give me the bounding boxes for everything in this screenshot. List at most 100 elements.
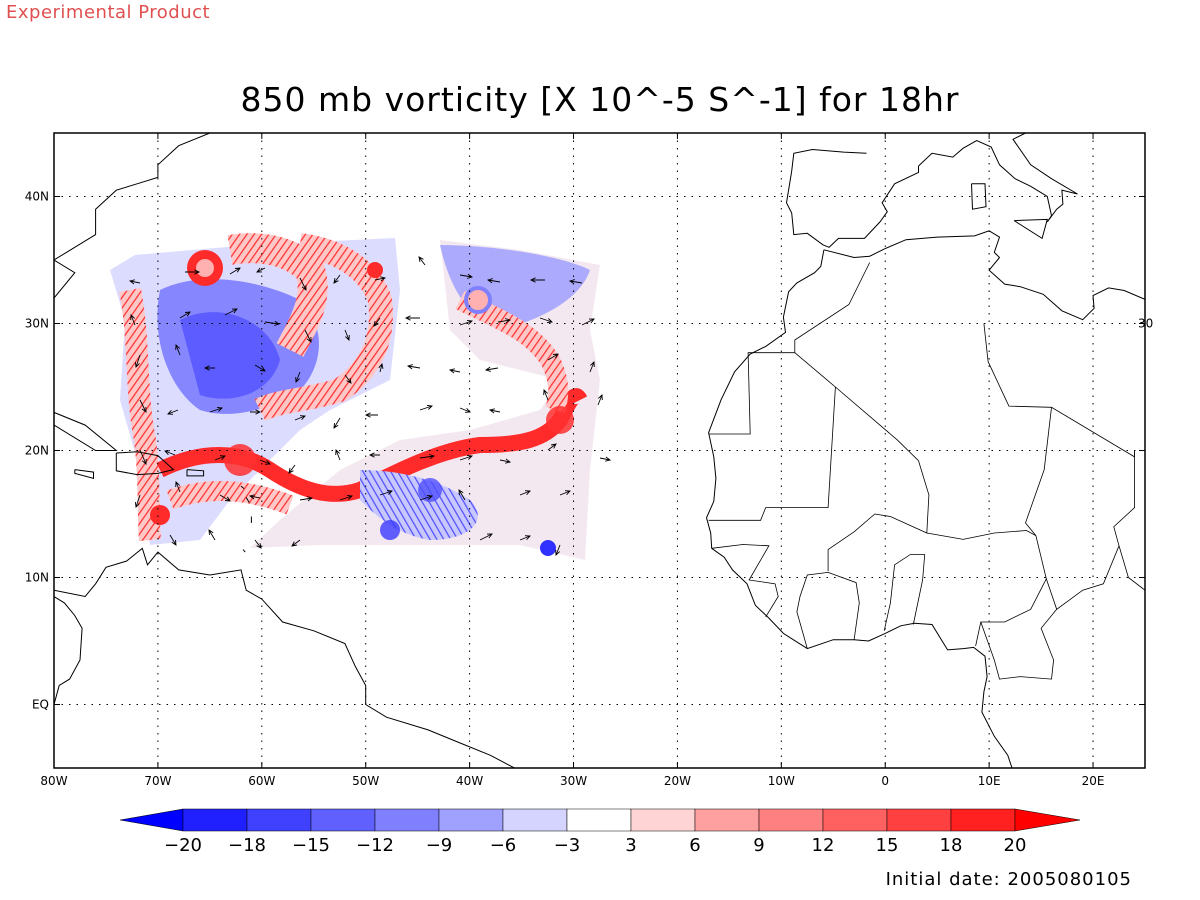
coastline [54, 547, 516, 768]
wind-arrow [459, 407, 471, 413]
colorbar-segment [822, 808, 888, 832]
coastline [823, 230, 1145, 321]
colorbar-segment [502, 808, 568, 832]
coastline [74, 469, 94, 480]
wind-arrow [169, 534, 177, 546]
country-border [794, 262, 871, 353]
wind-arrow [128, 279, 141, 285]
wind-arrow [344, 329, 350, 341]
wind-arrow [299, 496, 314, 502]
country-border [926, 530, 1047, 647]
country-border [711, 544, 779, 618]
coastline [791, 166, 919, 248]
wind-arrow [134, 494, 141, 508]
wind-arrow [134, 354, 141, 368]
coastline [54, 411, 118, 451]
lat-tick-label: 30N [25, 317, 49, 331]
lat-lon-gridlines [54, 133, 1145, 768]
wind-arrow [175, 481, 181, 493]
wind-arrow [208, 529, 216, 541]
coastline [186, 469, 205, 477]
colorbar-label: −20 [164, 835, 202, 856]
wind-arrow [419, 494, 433, 501]
country-border [1113, 450, 1145, 591]
coastline [240, 485, 245, 489]
wind-arrow [294, 415, 306, 421]
wind-arrow [248, 494, 261, 500]
coastline [54, 259, 76, 387]
colorbar-segment [438, 808, 504, 832]
colorbar-label: −15 [292, 835, 330, 856]
colorbar-segment [950, 808, 1016, 832]
country-border [1045, 545, 1120, 610]
lat-tick-label: 10N [25, 571, 49, 585]
wind-arrow [167, 409, 179, 415]
colorbar-segment [758, 808, 824, 832]
wind-arrow [264, 320, 281, 326]
coastline [199, 133, 242, 134]
coastline [971, 183, 987, 210]
wind-arrow [543, 389, 549, 401]
colorbar-label: −18 [228, 835, 266, 856]
wind-arrow [448, 368, 461, 374]
wind-arrow [373, 317, 381, 327]
colorbar-label: 18 [940, 835, 963, 856]
wind-arrow [229, 267, 241, 275]
wind-arrow [259, 459, 271, 465]
colorbar-segment [374, 808, 440, 832]
wind-arrow [374, 276, 387, 282]
axis-ticks: 80W 70W 60W 50W 40W 30W 20W 10W 0 10E 20E 40N 30N 20N… [25, 133, 1153, 788]
wind-arrow [250, 409, 262, 415]
wind-arrow [130, 314, 136, 326]
wind-arrow [291, 539, 301, 547]
wind-arrow [519, 490, 531, 496]
wind-arrow [378, 362, 384, 373]
wind-arrow [333, 417, 341, 429]
wind-arrow [299, 277, 307, 291]
colorbar-label: 20 [1004, 835, 1027, 856]
wind-arrow [559, 490, 571, 496]
colorbar-segment [182, 808, 248, 832]
colorbar-min-arrow [119, 808, 184, 832]
colorbar-label: −3 [554, 835, 581, 856]
lon-tick-label: 10W [768, 774, 795, 788]
coastline [785, 148, 867, 214]
wind-arrow [224, 308, 238, 316]
wind-arrow [539, 317, 553, 324]
coastline [705, 249, 1013, 768]
wind-arrow [459, 454, 473, 461]
colorbar-label: 15 [876, 835, 899, 856]
wind-arrow [419, 404, 433, 411]
wind-arrow [459, 319, 473, 326]
colorbar-label: −6 [490, 835, 517, 856]
wind-arrow [179, 311, 191, 319]
colorbar-label: 6 [689, 835, 700, 856]
initial-date-label: Initial date: 2005080105 [885, 869, 1132, 890]
experimental-product-label: Experimental Product [6, 2, 211, 23]
wind-arrow [547, 353, 559, 361]
lat-tick-label: EQ [32, 698, 49, 712]
wind-arrow [254, 364, 266, 372]
colorbar-label: −9 [426, 835, 453, 856]
lon-tick-label: 20E [1082, 774, 1105, 788]
coastline [1013, 218, 1048, 240]
wind-arrow [254, 539, 262, 549]
colorbar-segment [566, 808, 632, 832]
coastline [242, 549, 246, 553]
wind-arrow [368, 452, 380, 458]
lon-tick-label: 60W [248, 774, 275, 788]
wind-arrow [459, 273, 474, 279]
wind-arrow [203, 365, 215, 371]
wind-arrow [418, 256, 426, 266]
country-border [708, 352, 836, 521]
wind-arrow [214, 455, 226, 461]
wind-arrow [139, 399, 147, 413]
wind-arrow [599, 456, 612, 462]
wind-arrow [479, 533, 493, 541]
colorbar-segment [246, 808, 312, 832]
colorbar-max-arrow [1014, 808, 1081, 832]
wind-arrow [295, 371, 301, 383]
wind-arrow [219, 494, 231, 502]
vorticity-field [110, 233, 600, 560]
wind-arrow [497, 318, 512, 324]
